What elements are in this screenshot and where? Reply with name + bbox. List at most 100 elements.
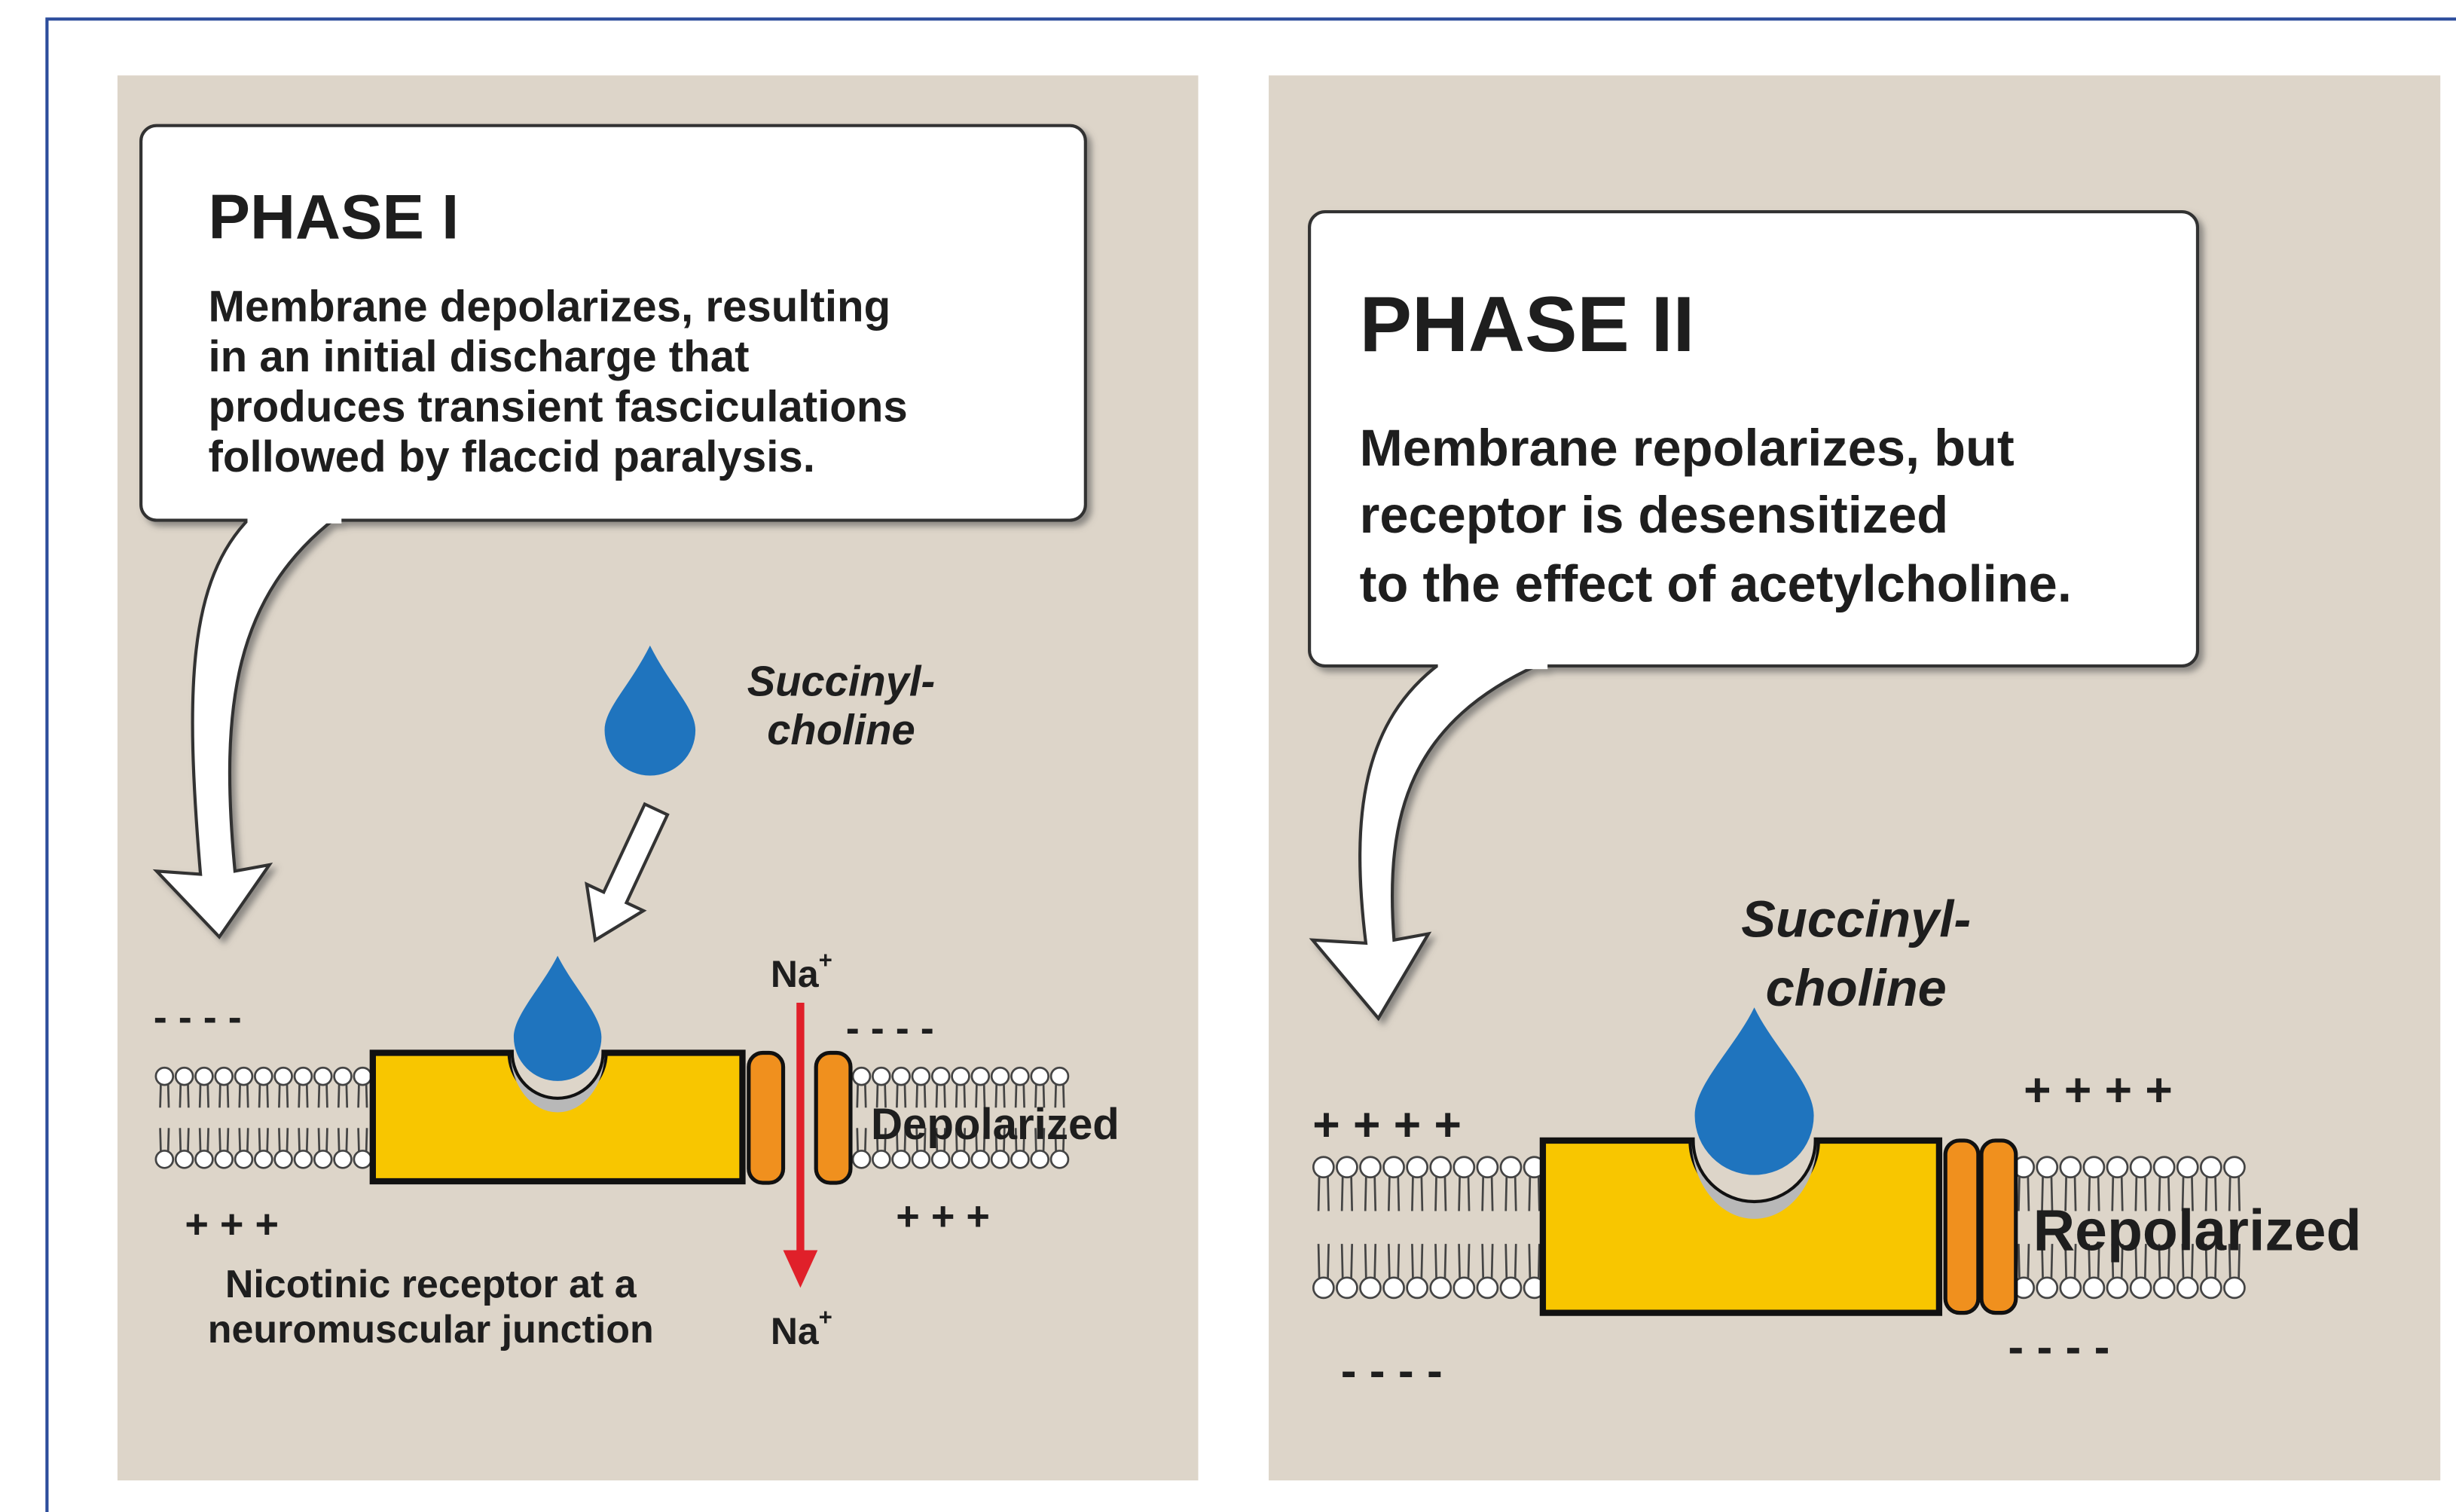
lipid-head [1360,1157,1380,1178]
charge-sign: - - - - [154,994,242,1040]
lipid-head [952,1068,970,1085]
description-line: Membrane depolarizes, resulting [209,283,891,331]
ion-channel [749,1052,784,1183]
lipid-head [1431,1157,1451,1178]
lipid-head [1384,1157,1404,1178]
drug-label: Succinyl- [747,657,936,704]
lipid-head [2224,1278,2244,1298]
ion-symbol: Na [771,1310,820,1352]
lipid-head [2060,1278,2081,1298]
lipid-head [295,1150,312,1168]
ion-symbol: Na [771,953,820,995]
lipid-head [2131,1278,2151,1298]
ion-channel [1981,1141,2016,1313]
description-line: Membrane repolarizes, but [1360,419,2015,477]
lipid-head [872,1068,890,1085]
state-label: Repolarized [2033,1198,2362,1263]
lipid-head [1336,1157,1357,1178]
lipid-head [1477,1157,1498,1178]
lipid-head [2224,1157,2244,1178]
lipid-head [972,1150,989,1168]
lipid-head [156,1068,173,1085]
lipid-head [314,1068,331,1085]
lipid-head [2201,1278,2221,1298]
lipid-head [275,1150,292,1168]
lipid-head [2107,1157,2128,1178]
lipid-head [2084,1278,2104,1298]
lipid-head [195,1068,212,1085]
ion-channel [816,1052,851,1183]
lipid-head [334,1150,352,1168]
lipid-head [1407,1278,1428,1298]
charge-sign: - - - - [846,1006,934,1051]
lipid-head [2060,1157,2081,1178]
lipid-head [354,1150,371,1168]
lipid-head [176,1150,193,1168]
page: PHASE I Membrane depolarizes, resulting … [0,0,2456,1512]
drug-label: Succinyl- [1741,890,1971,948]
ion-channel [1945,1141,1978,1313]
lipid-head [1031,1150,1049,1168]
charge-sign: + + + + [2024,1065,2173,1116]
lipid-head [932,1150,949,1168]
drug-label: choline [767,706,915,753]
lipid-head [872,1150,890,1168]
description-line: produces transient fasciculations [209,383,908,432]
lipid-head [2154,1278,2174,1298]
lipid-head [195,1150,212,1168]
lipid-head [2131,1157,2151,1178]
lipid-head [991,1068,1009,1085]
lipid-head [2154,1157,2174,1178]
lipid-head [1431,1278,1451,1298]
lipid-head [2037,1157,2057,1178]
lipid-head [235,1150,252,1168]
lipid-head [952,1150,970,1168]
lipid-head [1501,1278,1521,1298]
lipid-head [2177,1278,2198,1298]
lipid-head [314,1150,331,1168]
lipid-head [853,1068,870,1085]
lipid-head [1031,1068,1049,1085]
lipid-head [1051,1068,1068,1085]
charge-sign: - - - - [2008,1321,2109,1373]
lipid-head [176,1068,193,1085]
description-line: to the effect of acetylcholine. [1360,555,2072,613]
lipid-head [1360,1278,1380,1298]
lipid-head [2107,1278,2128,1298]
callout-joint [1438,656,1548,669]
phase-title: PHASE II [1360,281,1695,368]
lipid-head [235,1068,252,1085]
lipid-head [912,1150,930,1168]
phase-title: PHASE I [209,182,460,252]
lipid-head [275,1068,292,1085]
caption-line: neuromuscular junction [208,1308,654,1352]
figure: PHASE I Membrane depolarizes, resulting … [0,0,2456,1512]
charge-sign: - - - - [1341,1345,1443,1397]
lipid-head [853,1150,870,1168]
lipid-head [156,1150,173,1168]
ion-charge: + [819,1304,832,1330]
callout-joint [247,511,341,524]
lipid-head [1011,1068,1028,1085]
caption-line: Nicotinic receptor at a [225,1263,637,1306]
lipid-head [1407,1157,1428,1178]
lipid-head [1051,1150,1068,1168]
description-line: in an initial discharge that [209,332,750,381]
ion-charge: + [819,947,832,973]
charge-sign: + + + [896,1193,990,1239]
lipid-head [932,1068,949,1085]
lipid-head [2177,1157,2198,1178]
description-line: followed by flaccid paralysis. [209,432,815,481]
lipid-head [893,1068,910,1085]
lipid-head [1384,1278,1404,1298]
lipid-head [354,1068,371,1085]
lipid-head [972,1068,989,1085]
charge-sign: + + + + [1312,1099,1462,1151]
lipid-head [893,1150,910,1168]
lipid-head [1454,1278,1474,1298]
lipid-head [1454,1157,1474,1178]
lipid-head [1313,1157,1333,1178]
lipid-head [991,1150,1009,1168]
lipid-head [1336,1278,1357,1298]
description-line: receptor is desensitized [1360,486,1949,544]
